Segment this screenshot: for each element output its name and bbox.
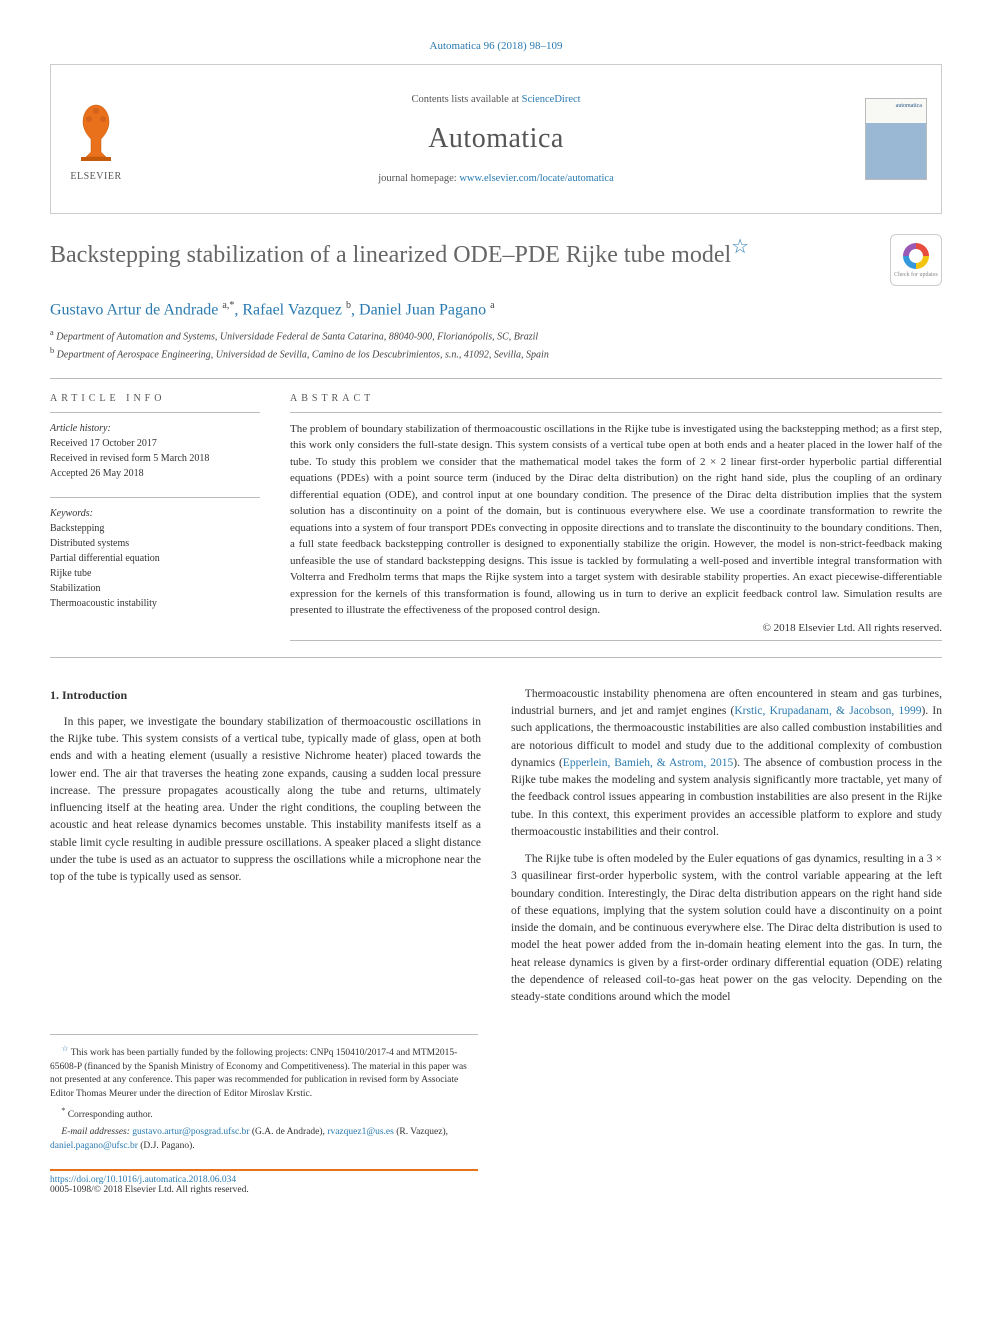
contents-prefix: Contents lists available at <box>411 94 521 105</box>
crossmark-icon <box>903 243 929 269</box>
cover-thumbnail: automatica <box>865 98 927 180</box>
keywords-block: Keywords: BacksteppingDistributed system… <box>50 506 260 611</box>
article-info-column: ARTICLE INFO Article history: Received 1… <box>50 393 260 649</box>
email-addresses: E-mail addresses: gustavo.artur@posgrad.… <box>50 1126 478 1153</box>
journal-name: Automatica <box>428 123 564 155</box>
body-paragraph: The Rijke tube is often modeled by the E… <box>511 851 942 1006</box>
homepage-prefix: journal homepage: <box>378 173 459 184</box>
doi-block: https://doi.org/10.1016/j.automatica.201… <box>50 1169 478 1195</box>
keyword: Rijke tube <box>50 566 260 581</box>
header-center: Contents lists available at ScienceDirec… <box>141 65 851 213</box>
journal-header: ELSEVIER Contents lists available at Sci… <box>50 64 942 214</box>
keywords-label: Keywords: <box>50 506 260 521</box>
history-line: Accepted 26 May 2018 <box>50 466 260 481</box>
body-paragraph: Thermoacoustic instability phenomena are… <box>511 686 942 841</box>
affiliations: a Department of Automation and Systems, … <box>50 327 942 362</box>
crossmark-badge[interactable]: Check for updates <box>890 234 942 286</box>
keyword: Distributed systems <box>50 536 260 551</box>
sciencedirect-link[interactable]: ScienceDirect <box>522 94 581 105</box>
keyword: Thermoacoustic instability <box>50 596 260 611</box>
email-link[interactable]: daniel.pagano@ufsc.br <box>50 1141 138 1151</box>
star-icon: ☆ <box>61 1044 68 1053</box>
body-paragraph: In this paper, we investigate the bounda… <box>50 714 481 887</box>
citation-link[interactable]: Epperlein, Bamieh, & Astrom, 2015 <box>563 757 733 769</box>
abstract-text: The problem of boundary stabilization of… <box>290 421 942 619</box>
email-link[interactable]: rvazquez1@us.es <box>327 1127 394 1137</box>
section-number: 1. <box>50 688 59 702</box>
funding-footnote: ☆ This work has been partially funded by… <box>50 1043 478 1100</box>
info-rule <box>50 412 260 413</box>
email-link[interactable]: gustavo.artur@posgrad.ufsc.br <box>132 1127 249 1137</box>
keyword: Backstepping <box>50 521 260 536</box>
info-rule <box>50 497 260 498</box>
crossmark-label: Check for updates <box>894 272 938 278</box>
abstract-rule-bottom <box>290 640 942 641</box>
journal-homepage: journal homepage: www.elsevier.com/locat… <box>378 173 614 184</box>
history-label: Article history: <box>50 421 260 436</box>
authors-line: Gustavo Artur de Andrade a,*, Rafael Vaz… <box>50 300 942 319</box>
title-footnote-star: ☆ <box>731 236 749 258</box>
body-columns: 1. Introduction In this paper, we invest… <box>50 686 942 1017</box>
issn-copyright: 0005-1098/© 2018 Elsevier Ltd. All right… <box>50 1185 478 1195</box>
abstract-rule <box>290 412 942 413</box>
citation-link[interactable]: Krstic, Krupadanam, & Jacobson, 1999 <box>734 705 921 717</box>
article-info-heading: ARTICLE INFO <box>50 393 260 404</box>
abstract-heading: ABSTRACT <box>290 393 942 404</box>
publisher-logo: ELSEVIER <box>51 65 141 213</box>
section-title-text: Introduction <box>62 688 127 702</box>
funding-text: This work has been partially funded by t… <box>50 1049 467 1099</box>
text-span: ). The absence of combustion process in … <box>511 757 942 838</box>
right-column: Thermoacoustic instability phenomena are… <box>511 686 942 1017</box>
article-history: Article history: Received 17 October 201… <box>50 421 260 481</box>
contents-available: Contents lists available at ScienceDirec… <box>411 94 580 105</box>
corresp-text: Corresponding author. <box>68 1110 153 1120</box>
history-line: Received 17 October 2017 <box>50 436 260 451</box>
title-text: Backstepping stabilization of a lineariz… <box>50 242 731 268</box>
copyright-line: © 2018 Elsevier Ltd. All rights reserved… <box>290 622 942 634</box>
doi-link[interactable]: https://doi.org/10.1016/j.automatica.201… <box>50 1175 236 1185</box>
separator-rule <box>50 657 942 658</box>
journal-cover: automatica <box>851 65 941 213</box>
keyword: Partial differential equation <box>50 551 260 566</box>
elsevier-tree-icon <box>71 97 121 167</box>
separator-rule <box>50 378 942 379</box>
abstract-column: ABSTRACT The problem of boundary stabili… <box>290 393 942 649</box>
publisher-name: ELSEVIER <box>70 171 121 182</box>
left-column: 1. Introduction In this paper, we invest… <box>50 686 481 1017</box>
footnotes: ☆ This work has been partially funded by… <box>50 1034 478 1152</box>
corresponding-author-note: * Corresponding author. <box>50 1105 478 1122</box>
article-title: Backstepping stabilization of a lineariz… <box>50 234 870 271</box>
citation-line: Automatica 96 (2018) 98–109 <box>50 40 942 52</box>
keyword: Stabilization <box>50 581 260 596</box>
homepage-link[interactable]: www.elsevier.com/locate/automatica <box>459 173 613 184</box>
cover-title: automatica <box>896 103 922 109</box>
section-heading: 1. Introduction <box>50 686 481 704</box>
history-line: Received in revised form 5 March 2018 <box>50 451 260 466</box>
